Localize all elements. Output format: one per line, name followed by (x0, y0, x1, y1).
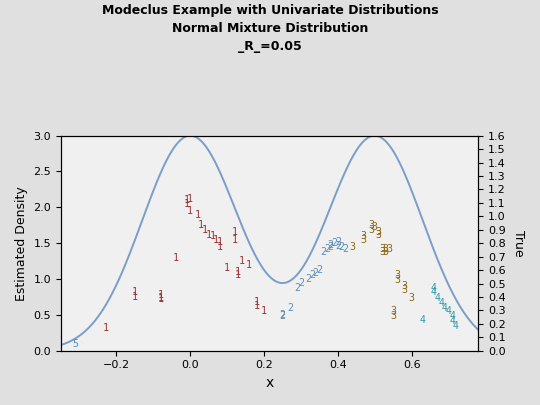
Text: 1: 1 (213, 234, 219, 245)
Text: 2: 2 (324, 244, 330, 254)
Text: 2: 2 (287, 303, 293, 313)
Text: 2: 2 (280, 310, 286, 320)
Text: 3: 3 (379, 244, 385, 254)
Text: 1: 1 (210, 231, 215, 241)
Text: 1: 1 (232, 228, 238, 237)
Text: Modeclus Example with Univariate Distributions
Normal Mixture Distribution
_R_=0: Modeclus Example with Univariate Distrib… (102, 4, 438, 53)
Text: 1: 1 (217, 237, 222, 247)
Text: 1: 1 (254, 297, 260, 307)
Text: 3: 3 (409, 293, 415, 303)
Text: 3: 3 (361, 231, 367, 241)
Text: 2: 2 (320, 247, 326, 257)
Text: 2: 2 (280, 311, 286, 321)
Text: 1: 1 (235, 267, 241, 277)
Text: 3: 3 (394, 275, 400, 286)
Text: 1: 1 (132, 292, 138, 302)
Text: 1: 1 (206, 230, 212, 240)
Text: 3: 3 (390, 311, 396, 321)
Text: 1: 1 (246, 260, 252, 270)
Text: 1: 1 (235, 271, 241, 280)
Text: 1: 1 (202, 225, 208, 235)
Text: 1: 1 (158, 294, 164, 304)
Text: 1: 1 (224, 263, 230, 273)
X-axis label: x: x (266, 376, 274, 390)
Text: 1: 1 (261, 306, 267, 316)
Text: 2: 2 (339, 243, 345, 252)
Text: 1: 1 (158, 290, 164, 300)
Text: 3: 3 (372, 222, 378, 232)
Text: 3: 3 (361, 234, 367, 245)
Text: 4: 4 (453, 321, 459, 330)
Text: 4: 4 (449, 311, 455, 321)
Text: 3: 3 (379, 247, 385, 257)
Text: 1: 1 (172, 253, 178, 262)
Text: 4: 4 (449, 315, 455, 326)
Text: 1: 1 (217, 242, 222, 252)
Text: 3: 3 (375, 230, 381, 240)
Text: 2: 2 (342, 244, 348, 254)
Text: 1: 1 (187, 194, 193, 204)
Text: 1: 1 (158, 293, 164, 303)
Text: 1: 1 (239, 256, 245, 266)
Text: 2: 2 (331, 238, 337, 248)
Text: 2: 2 (316, 265, 322, 275)
Text: 3: 3 (390, 306, 396, 316)
Text: 5: 5 (73, 339, 79, 349)
Text: 3: 3 (401, 285, 407, 295)
Text: 2: 2 (327, 242, 334, 252)
Text: 2: 2 (298, 277, 304, 288)
Text: 3: 3 (368, 220, 374, 230)
Text: 3: 3 (383, 247, 389, 257)
Text: 2: 2 (335, 241, 341, 251)
Text: 4: 4 (446, 306, 451, 316)
Text: 3: 3 (349, 242, 356, 252)
Text: 4: 4 (438, 298, 444, 308)
Text: 4: 4 (435, 293, 441, 303)
Text: 1: 1 (102, 323, 109, 333)
Text: 4: 4 (431, 287, 437, 297)
Text: 2: 2 (294, 283, 300, 293)
Text: 3: 3 (387, 244, 393, 254)
Text: 3: 3 (383, 244, 389, 254)
Text: 1: 1 (232, 234, 238, 245)
Text: 1: 1 (194, 209, 200, 220)
Text: 1: 1 (132, 287, 138, 297)
Text: 1: 1 (198, 220, 204, 230)
Text: 2: 2 (309, 271, 315, 280)
Text: 1: 1 (254, 301, 260, 311)
Y-axis label: True: True (512, 230, 525, 256)
Text: 3: 3 (368, 225, 374, 235)
Text: 2: 2 (327, 240, 334, 249)
Text: 2: 2 (305, 274, 311, 284)
Text: 1: 1 (184, 195, 190, 205)
Y-axis label: Estimated Density: Estimated Density (15, 186, 28, 301)
Text: 4: 4 (442, 303, 448, 313)
Text: 2: 2 (335, 237, 341, 247)
Text: 4: 4 (420, 315, 426, 325)
Text: 3: 3 (401, 281, 407, 291)
Text: 3: 3 (375, 228, 381, 237)
Text: 1: 1 (187, 206, 193, 216)
Text: 2: 2 (313, 268, 319, 278)
Text: 4: 4 (431, 283, 437, 293)
Text: 1: 1 (184, 200, 190, 209)
Text: 3: 3 (394, 271, 400, 280)
